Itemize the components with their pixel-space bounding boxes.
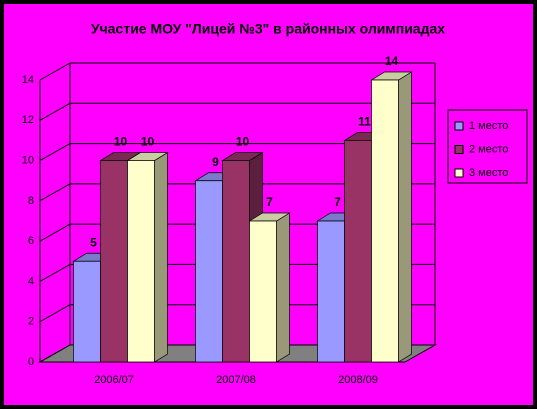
bar-side xyxy=(276,212,290,363)
legend-label: 3 место xyxy=(469,167,508,179)
y-tick-label: 10 xyxy=(22,154,34,166)
bar xyxy=(126,151,169,363)
grid-line xyxy=(39,304,71,323)
grid-line xyxy=(39,344,71,363)
legend-label: 2 место xyxy=(469,143,508,155)
data-label: 7 xyxy=(334,195,341,209)
x-tick-label: 2007/08 xyxy=(216,374,256,386)
bar-front xyxy=(344,140,372,363)
grid-line xyxy=(39,223,71,242)
grid-line xyxy=(39,62,71,81)
chart-title: Участие МОУ "Лицей №3" в районных олимпи… xyxy=(91,21,445,37)
bar-side xyxy=(398,71,412,363)
y-tick-label: 12 xyxy=(22,114,34,126)
bar-front xyxy=(249,220,277,363)
bar-side xyxy=(154,151,168,363)
data-label: 9 xyxy=(212,155,219,169)
y-tick-label: 4 xyxy=(28,275,34,287)
x-tick-label: 2006/07 xyxy=(94,374,134,386)
data-label: 14 xyxy=(385,54,399,68)
legend-swatch xyxy=(454,145,464,154)
grid-line xyxy=(39,143,71,162)
bar-front xyxy=(222,160,250,363)
grid-line xyxy=(39,102,71,121)
y-tick-label: 8 xyxy=(28,195,34,207)
y-tick-label: 0 xyxy=(28,356,34,368)
grid-line xyxy=(39,183,71,202)
bar-front xyxy=(371,79,399,363)
y-tick-label: 14 xyxy=(22,74,34,86)
legend-label: 1 место xyxy=(469,120,508,132)
grid-line xyxy=(39,263,71,282)
bar-front xyxy=(73,260,101,363)
data-label: 10 xyxy=(141,135,155,149)
bar-front xyxy=(100,160,128,363)
y-tick-label: 6 xyxy=(28,235,34,247)
bar-front xyxy=(317,220,345,363)
bar-front xyxy=(195,180,223,363)
y-tick-label: 2 xyxy=(28,316,34,328)
data-label: 11 xyxy=(358,115,371,129)
data-label: 10 xyxy=(236,135,250,149)
legend-swatch xyxy=(454,121,464,131)
data-label: 5 xyxy=(90,235,97,249)
legend-swatch xyxy=(454,168,464,178)
data-label: 10 xyxy=(114,135,128,149)
x-tick-label: 2008/09 xyxy=(338,374,378,386)
bar xyxy=(370,71,413,363)
bar xyxy=(248,212,291,363)
data-label: 7 xyxy=(266,195,273,209)
bar-front xyxy=(127,160,155,363)
